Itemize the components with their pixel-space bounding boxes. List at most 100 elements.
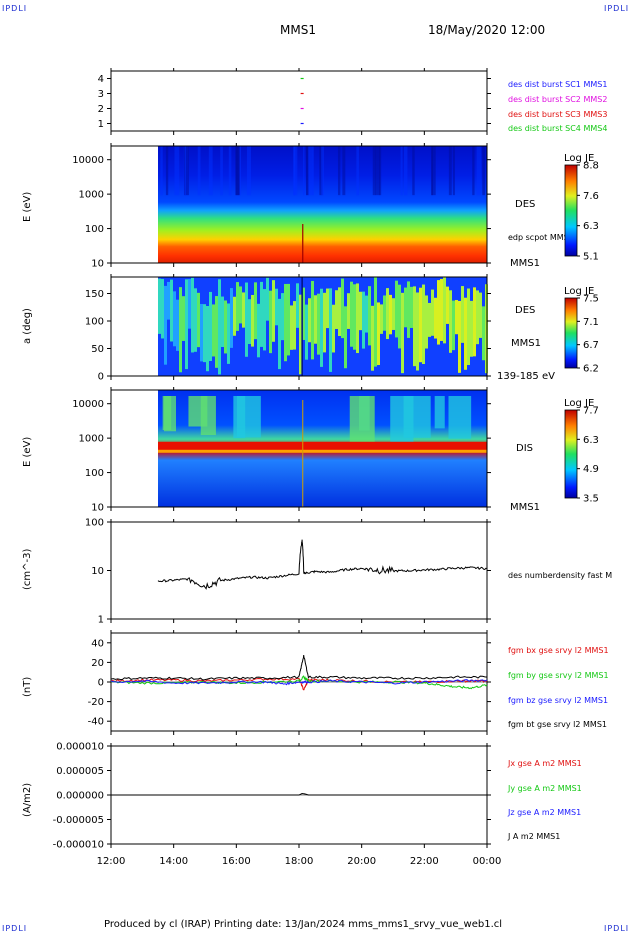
pitch-column	[221, 296, 224, 347]
dis-energy-ytick-label: 1000	[79, 434, 104, 445]
pitch-instrument-label: DES	[515, 305, 536, 316]
pitch-column	[431, 289, 434, 336]
pitch-column	[290, 305, 293, 350]
legend-bx: fgm bx gse srvy l2 MMS1	[508, 646, 609, 655]
pitch-column	[167, 281, 170, 320]
pitch-column	[299, 294, 302, 375]
pitch-column	[452, 300, 455, 351]
des-energy-texture	[476, 146, 482, 196]
des-energy-texture	[184, 146, 189, 196]
pitch-column	[251, 294, 254, 347]
pitch-column	[437, 280, 440, 345]
legend-jx: Jx gse A m2 MMS1	[508, 759, 582, 768]
des-energy-texture	[220, 146, 223, 196]
pitch-column	[428, 302, 431, 337]
des-energy-texture	[321, 146, 324, 196]
magnetic-field-series-3	[110, 679, 488, 686]
pitch-column	[296, 283, 299, 328]
time-tick-label: 00:00	[473, 856, 502, 867]
time-tick-label: 14:00	[159, 856, 188, 867]
pitch-column	[233, 296, 236, 336]
pitch-column	[206, 306, 209, 372]
pitch-column	[467, 288, 470, 366]
dis-energy-ytick-label: 100	[85, 468, 104, 479]
des-energy-texture	[379, 146, 382, 196]
pitch-column	[323, 292, 326, 353]
legend-sc2: des dist burst SC2 MMS2	[508, 95, 608, 104]
des-energy-texture	[356, 146, 359, 196]
pitch-column	[164, 285, 167, 365]
pitch-column	[419, 287, 422, 363]
pitch-column	[443, 277, 446, 344]
pitch-column	[203, 304, 206, 363]
pitch-column	[449, 290, 452, 353]
pitch-column	[215, 296, 218, 368]
pitch-column	[422, 284, 425, 364]
pitch-column	[254, 282, 257, 340]
pitch-column	[236, 282, 239, 331]
des-energy-texture	[235, 146, 240, 196]
des-energy-ytick-label: 10000	[72, 155, 104, 166]
pitch-column	[356, 283, 359, 354]
pitch-column	[470, 300, 473, 357]
pitch-column	[245, 282, 248, 357]
pitch-column	[353, 284, 356, 350]
pitch-column	[275, 288, 278, 326]
magnetic-field-ytick-label: 20	[91, 658, 104, 669]
pitch-column	[185, 279, 188, 370]
pitch-column	[476, 290, 479, 345]
des-energy-texture	[312, 146, 314, 196]
pitch-column	[335, 290, 338, 329]
legend-sc1: des dist burst SC1 MMS1	[508, 80, 608, 89]
pitch-column	[479, 292, 482, 338]
pitch-column	[320, 288, 323, 367]
pitch-column	[284, 283, 287, 362]
pitch-column	[434, 297, 437, 339]
magnetic-field-series-1	[110, 677, 488, 691]
legend-density: des numberdensity fast M	[508, 571, 613, 580]
density-ytick-label: 1	[98, 615, 104, 626]
pitch-colorbar-tick-label: 7.1	[583, 317, 599, 328]
des-energy-instrument-label: DES	[515, 199, 536, 210]
pitch-column	[362, 291, 365, 349]
pitch-ytick-label: 0	[98, 372, 104, 383]
corner-label-top-left: IPDLI	[2, 4, 28, 13]
pitch-column	[455, 299, 458, 335]
legend-sc4: des dist burst SC4 MMS4	[508, 124, 608, 133]
pitch-column	[341, 278, 344, 339]
pitch-column	[317, 293, 320, 355]
des-energy-colorbar-tick-label: 6.3	[583, 221, 599, 232]
time-tick-label: 16:00	[222, 856, 251, 867]
pitch-column	[410, 286, 413, 328]
availability-ytick-label: 1	[98, 119, 104, 130]
magnetic-field-ytick-label: 0	[98, 678, 104, 689]
pitch-column	[239, 286, 242, 324]
pitch-column	[482, 306, 485, 361]
legend-by: fgm by gse srvy l2 MMS1	[508, 671, 609, 680]
pitch-column	[413, 286, 416, 367]
density-ytick-label: 100	[85, 518, 104, 529]
pitch-column	[326, 288, 329, 329]
des-energy-texture	[308, 146, 313, 196]
pitch-column	[305, 304, 308, 360]
des-energy-texture	[303, 146, 305, 196]
dis-energy-colorbar-tick-label: 7.7	[583, 406, 599, 417]
pitch-column	[386, 288, 389, 340]
pitch-column	[398, 284, 401, 349]
des-energy-sc-label: MMS1	[510, 258, 540, 269]
des-energy-texture	[306, 146, 310, 196]
dis-energy-band	[158, 441, 487, 450]
pitch-column	[257, 303, 260, 358]
des-energy-texture	[337, 146, 341, 196]
dis-sc-label: MMS1	[510, 502, 540, 513]
pitch-column	[209, 291, 212, 362]
des-energy-texture	[372, 146, 375, 196]
des-energy-colorbar-tick-label: 7.6	[583, 191, 599, 202]
dis-energy-burst	[162, 396, 172, 431]
pitch-column	[281, 293, 284, 341]
dis-energy-burst	[390, 396, 414, 444]
des-energy-texture	[431, 146, 436, 196]
pitch-column	[389, 294, 392, 335]
legend-j: J A m2 MMS1	[508, 832, 561, 841]
